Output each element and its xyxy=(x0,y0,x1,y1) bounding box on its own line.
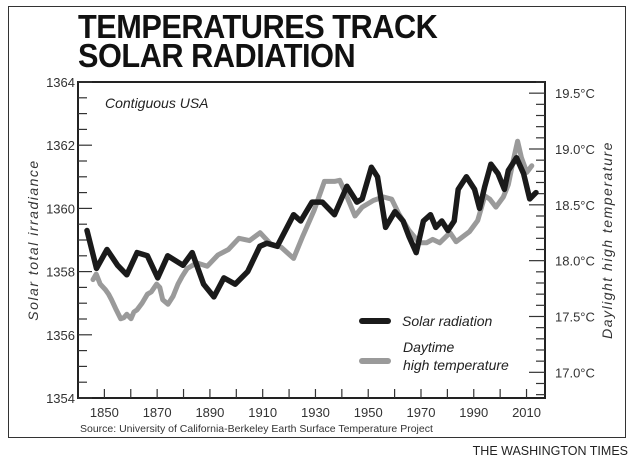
right-tick-label: 17.0°C xyxy=(555,365,595,380)
series-layer xyxy=(84,138,539,322)
left-tick-label: 1364 xyxy=(46,75,75,90)
x-axis: 1850 1870 1890 1910 1930 1950 1970 1990 2010 xyxy=(90,389,541,420)
x-tick-label: 2010 xyxy=(512,405,541,420)
right-axis: 17.0°C 17.5°C 18.0°C 18.5°C 19.0°C 19.5°C xyxy=(529,81,595,396)
x-tick-label: 1990 xyxy=(459,405,488,420)
series-line-solar-radiation xyxy=(84,155,539,300)
chart-title: TEMPERATURES TRACK SOLAR RADIATION xyxy=(78,8,438,74)
left-axis-title: Solar total irradiance xyxy=(25,159,41,320)
x-tick-label: 1870 xyxy=(143,405,172,420)
title-line-1: TEMPERATURES TRACK xyxy=(78,8,438,45)
legend-label-temperature-line1: Daytime xyxy=(403,339,455,355)
right-tick-label: 17.5°C xyxy=(555,309,595,324)
x-tick-label: 1930 xyxy=(301,405,330,420)
plot-area xyxy=(77,81,546,399)
chart-frame xyxy=(8,6,626,438)
right-tick-label: 18.5°C xyxy=(555,198,595,213)
right-tick-label: 18.0°C xyxy=(555,254,595,269)
legend-label-temperature-line2: high temperature xyxy=(403,357,509,373)
title-line-2: SOLAR RADIATION xyxy=(78,37,356,74)
right-axis-title: Daylight high temperature xyxy=(599,141,615,339)
left-tick-label: 1358 xyxy=(46,265,75,280)
x-tick-label: 1970 xyxy=(407,405,436,420)
left-tick-label: 1362 xyxy=(46,138,75,153)
plot-box xyxy=(77,81,546,399)
left-tick-label: 1356 xyxy=(46,328,75,343)
publisher-credit: THE WASHINGTON TIMES xyxy=(472,444,628,458)
right-tick-label: 19.5°C xyxy=(555,86,595,101)
left-axis: 1354 1356 1358 1360 1362 1364 xyxy=(46,75,92,406)
right-tick-label: 19.0°C xyxy=(555,142,595,157)
region-label: Contiguous USA xyxy=(105,95,209,111)
x-tick-label: 1890 xyxy=(195,405,224,420)
left-tick-label: 1354 xyxy=(46,391,75,406)
legend-label-solar: Solar radiation xyxy=(402,313,492,329)
series-line-daytime-high-temperature xyxy=(90,138,535,322)
x-tick-label: 1850 xyxy=(90,405,119,420)
x-tick-label: 1910 xyxy=(248,405,277,420)
left-tick-label: 1360 xyxy=(46,201,75,216)
source-note: Source: University of California-Berkele… xyxy=(80,423,433,435)
legend: Solar radiation Daytime high temperature xyxy=(359,313,509,373)
x-tick-label: 1950 xyxy=(354,405,383,420)
